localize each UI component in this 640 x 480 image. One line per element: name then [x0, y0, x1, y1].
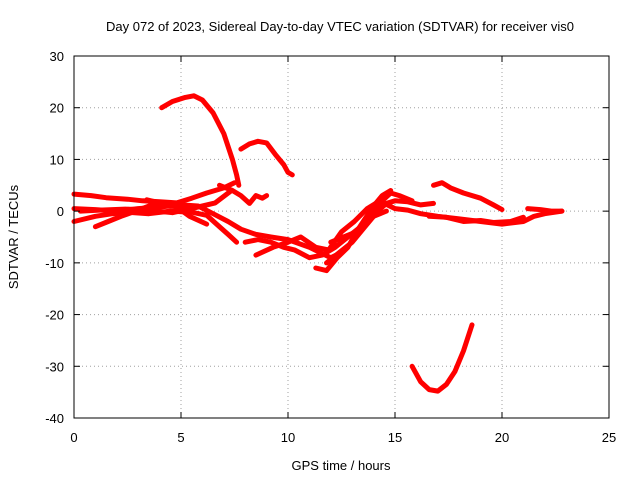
x-tick-label: 10	[281, 430, 295, 445]
x-tick-label: 5	[177, 430, 184, 445]
series-line-sat-a	[159, 93, 242, 188]
y-tick-label: -40	[45, 411, 64, 426]
y-tick-label: 30	[50, 49, 64, 64]
y-tick-label: -30	[45, 359, 64, 374]
x-tick-label: 20	[495, 430, 509, 445]
y-tick-label: 20	[50, 101, 64, 116]
series-line-sat-b	[238, 138, 295, 178]
x-tick-label: 15	[388, 430, 402, 445]
x-tick-label: 0	[70, 430, 77, 445]
series-line-sat-s	[525, 206, 565, 214]
series-line-sat-p	[431, 180, 505, 213]
x-axis-label: GPS time / hours	[292, 458, 391, 473]
series-line-sat-n	[328, 190, 415, 245]
series-line-sat-i	[144, 197, 210, 227]
y-tick-label: 10	[50, 152, 64, 167]
plot-frame	[73, 55, 610, 419]
y-axis-label: SDTVAR / TECUs	[6, 184, 21, 289]
series-layer	[71, 93, 565, 394]
grid-layer	[74, 56, 609, 418]
chart-title: Day 072 of 2023, Sidereal Day-to-day VTE…	[106, 19, 574, 34]
series-line-sat-q	[426, 213, 526, 225]
series-line-sat-m	[324, 198, 436, 266]
series-line-sat-g	[77, 189, 233, 216]
series-line-sat-k	[253, 190, 394, 258]
y-tick-label: -10	[45, 256, 64, 271]
series-line-sat-r	[409, 322, 475, 394]
y-tick-label: 0	[57, 204, 64, 219]
tick-layer: 0 5 10 15 20 25 -40 -30 -20 -10 0 10 20 30	[45, 49, 616, 445]
x-tick-label: 25	[602, 430, 616, 445]
y-tick-label: -20	[45, 308, 64, 323]
